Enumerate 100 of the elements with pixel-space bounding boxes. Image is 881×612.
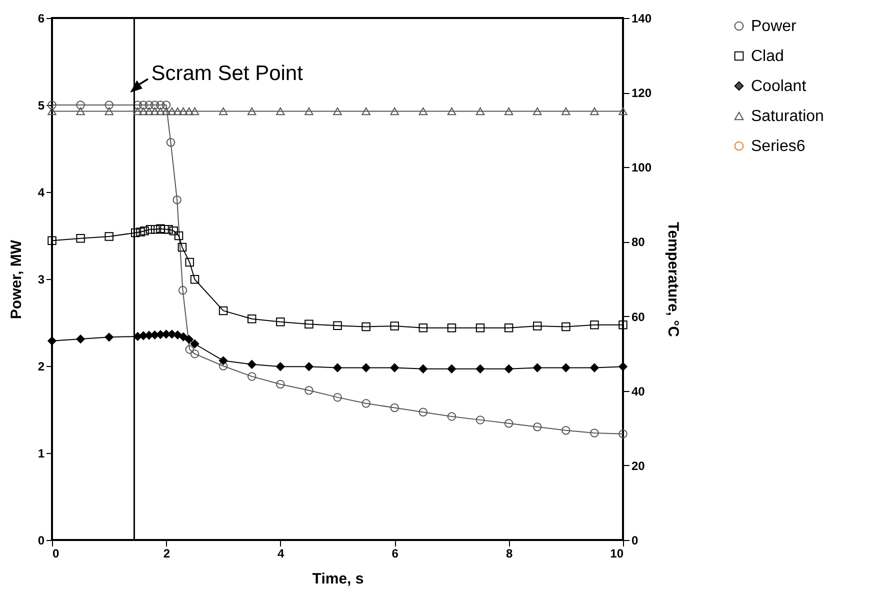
point	[590, 320, 599, 330]
point	[178, 286, 188, 295]
point	[618, 320, 628, 330]
point	[133, 107, 142, 116]
point	[136, 228, 145, 236]
point	[247, 314, 256, 324]
point	[76, 234, 85, 243]
point	[48, 100, 56, 110]
y-tick-label: 3	[38, 272, 45, 286]
point	[447, 364, 456, 374]
point	[304, 386, 314, 395]
point	[218, 356, 228, 366]
point	[362, 399, 370, 408]
point	[173, 330, 182, 340]
x-tick-label: 8	[506, 546, 513, 560]
point	[562, 107, 570, 116]
point	[532, 107, 542, 116]
y-tick-label: 4	[38, 186, 45, 200]
point	[476, 323, 485, 332]
point	[590, 363, 599, 372]
point	[247, 360, 256, 369]
point	[76, 107, 85, 116]
point	[333, 363, 342, 372]
point	[362, 107, 370, 116]
point	[104, 332, 114, 342]
y2-axis-title: Temperature, °C	[664, 222, 682, 338]
point	[390, 322, 399, 330]
x-tick-label: 2	[163, 546, 170, 560]
y-axis-title: Power, MW	[8, 239, 25, 320]
point	[76, 334, 85, 344]
point	[618, 362, 628, 371]
point	[130, 228, 140, 238]
legend-label: Power	[751, 18, 798, 35]
point	[160, 225, 169, 234]
y-tick-label: 0	[38, 534, 45, 548]
point	[164, 225, 173, 234]
point	[390, 107, 399, 116]
point	[168, 107, 176, 116]
point	[178, 242, 187, 252]
point	[172, 195, 182, 204]
point	[618, 429, 628, 438]
point	[190, 340, 200, 348]
point	[218, 107, 228, 116]
point	[362, 363, 370, 372]
point	[162, 107, 171, 116]
x-tick-label: 10	[610, 546, 624, 560]
legend-label: Saturation	[751, 108, 824, 125]
point	[190, 349, 200, 358]
point	[48, 107, 56, 116]
y2-tick-label: 40	[632, 384, 646, 398]
point	[333, 392, 342, 402]
point	[276, 107, 285, 116]
point	[178, 332, 188, 342]
point	[173, 107, 182, 116]
y-tick-label: 5	[38, 98, 45, 112]
point	[562, 322, 570, 332]
point	[156, 224, 165, 234]
point	[562, 363, 570, 372]
point	[304, 362, 314, 371]
point	[447, 323, 456, 332]
point	[418, 323, 428, 332]
point	[476, 364, 485, 374]
point	[185, 345, 194, 354]
point	[48, 236, 56, 245]
point	[166, 138, 176, 147]
point	[144, 107, 154, 116]
point	[532, 363, 542, 372]
point	[156, 100, 165, 110]
y-tick-label: 6	[38, 12, 45, 26]
point	[418, 107, 428, 116]
point	[504, 323, 514, 332]
point	[418, 408, 428, 416]
point	[618, 107, 628, 116]
point	[190, 107, 200, 116]
point	[138, 100, 148, 110]
legend-label: Series6	[751, 138, 806, 155]
point	[333, 321, 342, 330]
point	[144, 100, 154, 110]
point	[146, 225, 155, 234]
point	[174, 231, 184, 240]
point	[178, 107, 188, 116]
point	[390, 363, 399, 372]
point	[150, 107, 160, 116]
point	[190, 275, 200, 284]
point	[447, 412, 456, 421]
point	[104, 100, 114, 110]
y2-tick-label: 0	[632, 534, 638, 548]
point	[276, 362, 285, 371]
point	[447, 107, 456, 116]
y2-tick-label: 120	[632, 86, 652, 100]
point	[276, 380, 285, 389]
point	[304, 107, 314, 116]
point	[138, 107, 148, 116]
point	[76, 100, 85, 110]
y2-tick-label: 80	[632, 235, 646, 250]
point	[150, 225, 160, 234]
point	[247, 107, 256, 116]
point	[140, 226, 149, 236]
point	[104, 232, 114, 241]
point	[48, 336, 56, 346]
